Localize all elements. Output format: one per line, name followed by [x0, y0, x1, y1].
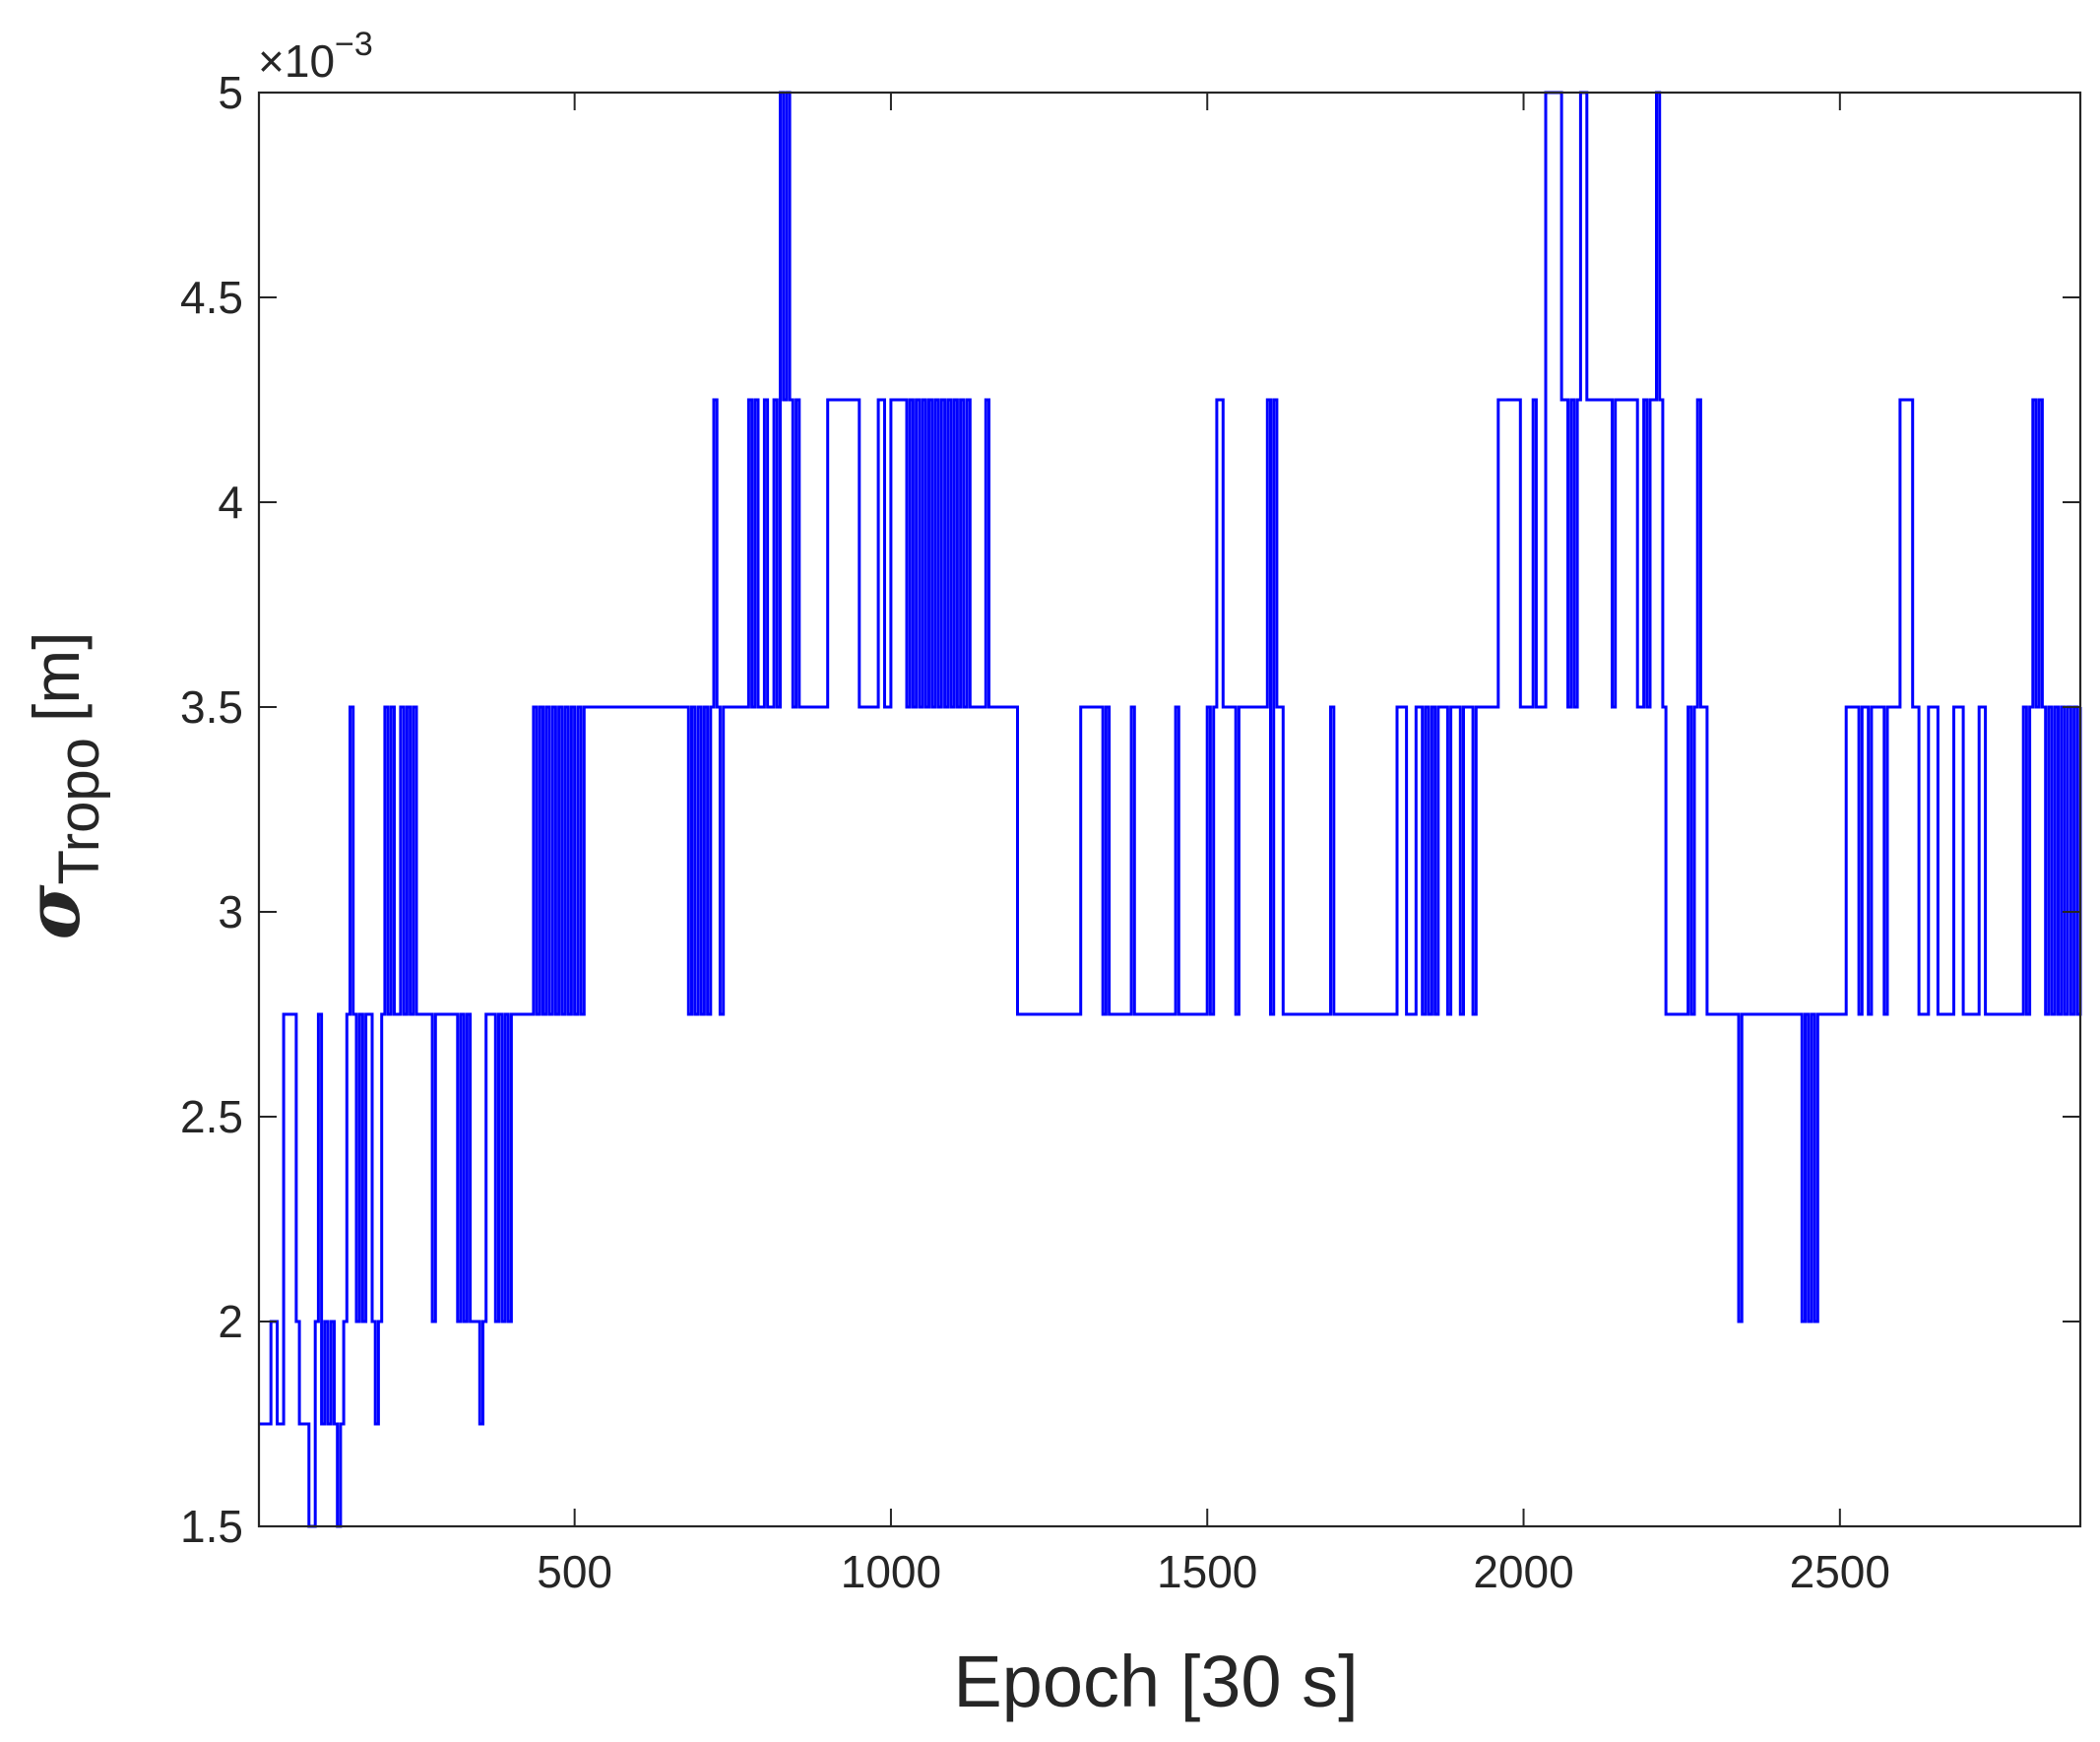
y-tick-label: 4: [218, 477, 243, 528]
y-axis-label-unit: [m]: [20, 631, 93, 722]
y-tick-label: 1.5: [180, 1501, 243, 1552]
y-tick-label: 2.5: [180, 1091, 243, 1142]
y-tick-label: 2: [218, 1296, 243, 1347]
y-exponent-base: ×10: [258, 35, 335, 87]
series-line-0: [259, 91, 2082, 1528]
plot-frame: [257, 91, 2082, 1528]
y-tick-label: 3.5: [180, 681, 243, 733]
y-tick-label: 5: [218, 67, 243, 118]
y-tick-label: 4.5: [180, 272, 243, 323]
y-exponent-label: ×10−3: [258, 26, 373, 87]
y-axis-label-symbol: σ: [9, 884, 96, 940]
x-tick-label: 1500: [1157, 1546, 1257, 1597]
x-tick-label: 500: [537, 1546, 612, 1597]
x-axis-label: Epoch [30 s]: [953, 1641, 1358, 1722]
y-exponent-power: −3: [335, 26, 373, 63]
y-tick-label: 3: [218, 886, 243, 937]
y-axis-label-subscript: Tropo: [47, 738, 111, 884]
tick-layer: 500 1000 1500 2000 2500 1.5 2 2.5 3 3.5 4 4.5 5: [180, 67, 2080, 1597]
x-tick-label: 2000: [1473, 1546, 1573, 1597]
series-layer: [259, 91, 2082, 1528]
x-tick-label: 1000: [841, 1546, 941, 1597]
x-tick-label: 2500: [1790, 1546, 1890, 1597]
y-axis-label: σTropo [m]: [9, 631, 111, 939]
